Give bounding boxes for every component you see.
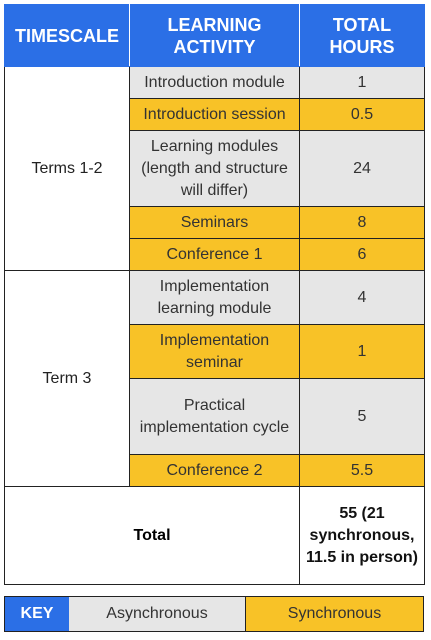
hours-cell: 4 [299,270,425,325]
table-row: Terms 1-2 Introduction module 1 [4,66,425,271]
activity-cell: Seminars [129,206,300,239]
activity-cell: Conference 2 [129,454,300,487]
hours-cell: 1 [299,324,425,379]
term-label: Term 3 [4,270,130,487]
hours-cell: 0.5 [299,98,425,131]
legend-key: KEY Asynchronous Synchronous [4,596,424,632]
header-timescale: TIMESCALE [4,4,130,67]
total-row: Total 55 (21 synchronous, 11.5 in person… [4,486,425,585]
key-label: KEY [5,597,69,631]
table-row: Term 3 Implementation learning module 4 [4,270,425,487]
activity-cell: Conference 1 [129,238,300,271]
key-synchronous: Synchronous [246,597,423,631]
hours-cell: 5 [299,378,425,455]
schedule-table: TIMESCALE LEARNING ACTIVITY TOTAL HOURS … [4,4,425,585]
key-asynchronous: Asynchronous [69,597,246,631]
hours-cell: 24 [299,130,425,207]
activity-cell: Learning modules (length and structure w… [129,130,300,207]
activity-cell: Implementation seminar [129,324,300,379]
table-row: Learning modules (length and structure w… [5,130,425,207]
table-row: Seminars 8 [5,206,425,239]
activity-cell: Practical implementation cycle [129,378,300,455]
total-value: 55 (21 synchronous, 11.5 in person) [299,486,425,585]
activity-cell: Implementation learning module [129,270,300,325]
table-row: Introduction session 0.5 [5,98,425,131]
term-label: Terms 1-2 [4,66,130,271]
header-total-hours: TOTAL HOURS [299,4,425,67]
hours-cell: 8 [299,206,425,239]
total-label: Total [4,486,300,585]
activity-cell: Introduction module [129,66,300,99]
hours-cell: 6 [299,238,425,271]
header-learning-activity: LEARNING ACTIVITY [129,4,300,67]
hours-cell: 5.5 [299,454,425,487]
hours-cell: 1 [299,66,425,99]
table-row: Implementation seminar 1 [5,324,425,379]
table-row: Conference 1 6 [5,238,425,271]
activity-cell: Introduction session [129,98,300,131]
header-row: TIMESCALE LEARNING ACTIVITY TOTAL HOURS [4,4,425,67]
table-row: Conference 2 5.5 [5,454,425,487]
